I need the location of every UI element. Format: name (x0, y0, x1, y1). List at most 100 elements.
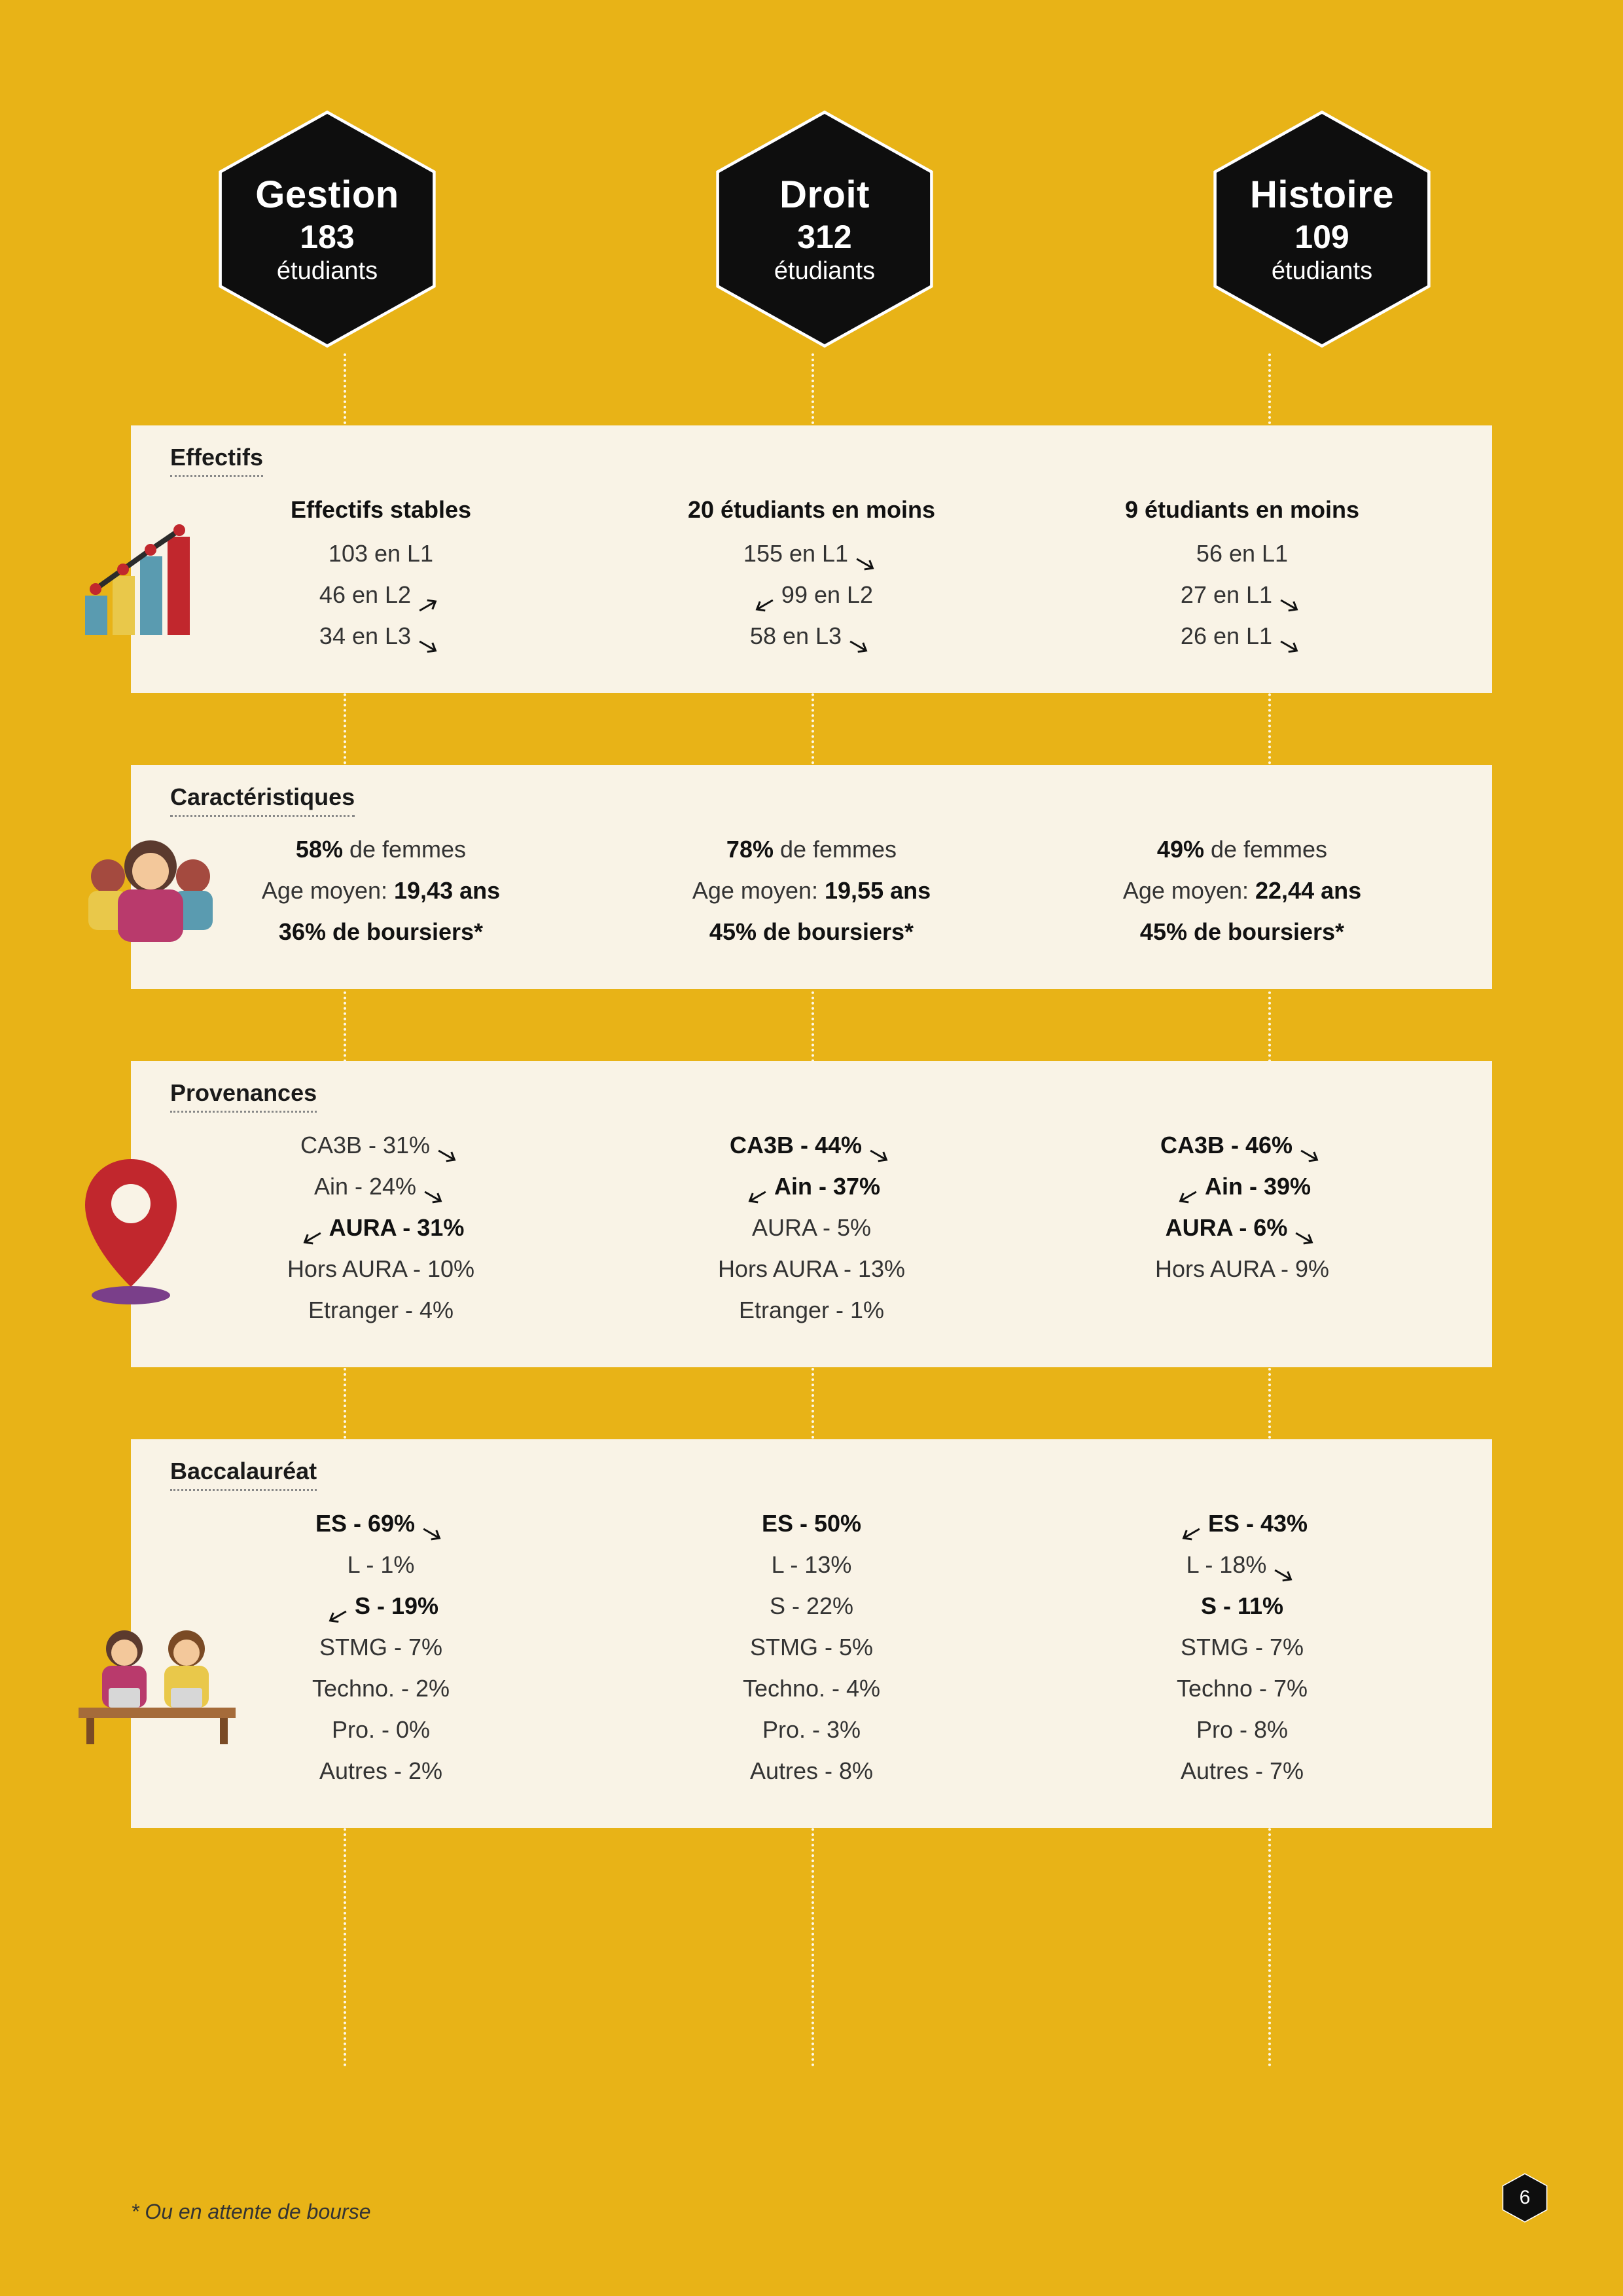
provenances-columns: CA3B - 31% Ain - 24% AURA - 31%Hors AURA… (170, 1124, 1453, 1331)
data-line: Etranger - 1% (627, 1289, 996, 1331)
data-column: 9 étudiants en moins56 en L127 en L1 26 … (1058, 489, 1427, 656)
data-line: 78% de femmes (627, 829, 996, 870)
arrow-icon (1296, 1137, 1324, 1157)
arrow-icon (1270, 1556, 1298, 1576)
panel-effectifs: Effectifs Effectifs stables103 en L146 e… (131, 425, 1492, 693)
data-line: Etranger - 4% (196, 1289, 565, 1331)
hex-number: 312 (774, 218, 875, 256)
arrow-icon (420, 1178, 448, 1198)
column-head: Effectifs stables (196, 489, 565, 530)
hex-histoire: Histoire 109 étudiants (1178, 105, 1466, 353)
bac-columns: ES - 69% L - 1% S - 19%STMG - 7%Techno. … (170, 1503, 1453, 1791)
data-line: STMG - 5% (627, 1626, 996, 1668)
data-line: Techno. - 4% (627, 1668, 996, 1709)
arrow-icon (743, 1178, 770, 1198)
location-pin-icon (72, 1153, 190, 1313)
page-number-badge: 6 (1499, 2172, 1551, 2224)
data-line: S - 22% (627, 1585, 996, 1626)
people-icon (72, 831, 229, 952)
data-line: Autres - 2% (196, 1750, 565, 1791)
footnote: * Ou en attente de bourse (131, 2200, 370, 2224)
data-line: 99 en L2 (627, 574, 996, 615)
hex-number: 183 (255, 218, 399, 256)
data-column: CA3B - 31% Ain - 24% AURA - 31%Hors AURA… (196, 1124, 565, 1331)
data-line: Techno - 7% (1058, 1668, 1427, 1709)
data-line: CA3B - 46% (1058, 1124, 1427, 1166)
arrow-icon (419, 1515, 446, 1535)
arrow-icon (750, 586, 777, 606)
data-column: ES - 43%L - 18% S - 11%STMG - 7%Techno -… (1058, 1503, 1427, 1791)
panel-baccalaureat: Baccalauréat ES - 69% L - 1% S - 19%STMG… (131, 1439, 1492, 1828)
data-line: ES - 50% (627, 1503, 996, 1544)
column-head: 9 étudiants en moins (1058, 489, 1427, 530)
data-line: 58 en L3 (627, 615, 996, 656)
data-column: Effectifs stables103 en L146 en L2 34 en… (196, 489, 565, 656)
hex-number: 109 (1250, 218, 1394, 256)
data-line: S - 19% (196, 1585, 565, 1626)
column-head: 20 étudiants en moins (627, 489, 996, 530)
arrow-icon (1173, 1178, 1201, 1198)
data-column: CA3B - 46% Ain - 39%AURA - 6% Hors AURA … (1058, 1124, 1427, 1331)
arrow-icon (1291, 1219, 1319, 1239)
hex-sub: étudiants (774, 257, 875, 285)
hex-title: Gestion (255, 173, 399, 217)
data-line: 56 en L1 (1058, 533, 1427, 574)
data-line: Hors AURA - 9% (1058, 1248, 1427, 1289)
data-line: 58% de femmes (196, 829, 565, 870)
data-line: Ain - 39% (1058, 1166, 1427, 1207)
arrow-icon (415, 586, 442, 606)
hex-sub: étudiants (255, 257, 399, 285)
caracteristiques-columns: 58% de femmesAge moyen: 19,43 ans36% de … (170, 829, 1453, 952)
page-number: 6 (1499, 2172, 1551, 2224)
section-title: Provenances (170, 1079, 317, 1113)
data-column: 78% de femmesAge moyen: 19,55 ans45% de … (627, 829, 996, 952)
data-line: ES - 69% (196, 1503, 565, 1544)
data-line: Pro - 8% (1058, 1709, 1427, 1750)
data-line: 34 en L3 (196, 615, 565, 656)
panel-provenances: Provenances CA3B - 31% Ain - 24% AURA - … (131, 1061, 1492, 1367)
section-title: Effectifs (170, 444, 263, 477)
data-line: STMG - 7% (1058, 1626, 1427, 1668)
data-line: 49% de femmes (1058, 829, 1427, 870)
arrow-icon (866, 1137, 893, 1157)
data-column: ES - 50%L - 13%S - 22%STMG - 5%Techno. -… (627, 1503, 996, 1791)
data-column: 49% de femmesAge moyen: 22,44 ans45% de … (1058, 829, 1427, 952)
arrow-icon (852, 545, 880, 565)
data-line: 103 en L1 (196, 533, 565, 574)
hex-title: Droit (774, 173, 875, 217)
data-line: Autres - 8% (627, 1750, 996, 1791)
data-line: Age moyen: 19,55 ans (627, 870, 996, 911)
hex-gestion: Gestion 183 étudiants (183, 105, 471, 353)
arrow-icon (846, 628, 873, 647)
data-line: CA3B - 44% (627, 1124, 996, 1166)
data-line: AURA - 6% (1058, 1207, 1427, 1248)
data-column: 58% de femmesAge moyen: 19,43 ans36% de … (196, 829, 565, 952)
data-line: 27 en L1 (1058, 574, 1427, 615)
arrow-icon (323, 1598, 351, 1617)
arrow-icon (1276, 586, 1304, 606)
data-column: CA3B - 44% Ain - 37%AURA - 5%Hors AURA -… (627, 1124, 996, 1331)
data-line: Ain - 24% (196, 1166, 565, 1207)
section-title: Caractéristiques (170, 783, 355, 817)
data-line: S - 11% (1058, 1585, 1427, 1626)
data-column: 20 étudiants en moins155 en L1 99 en L25… (627, 489, 996, 656)
data-line: AURA - 31% (196, 1207, 565, 1248)
panel-caracteristiques: Caractéristiques 58% de femmesAge moyen:… (131, 765, 1492, 989)
data-line: STMG - 7% (196, 1626, 565, 1668)
data-line: Age moyen: 19,43 ans (196, 870, 565, 911)
hex-droit: Droit 312 étudiants (681, 105, 969, 353)
effectifs-columns: Effectifs stables103 en L146 en L2 34 en… (170, 489, 1453, 656)
data-line: L - 13% (627, 1544, 996, 1585)
data-line: Ain - 37% (627, 1166, 996, 1207)
data-line: L - 18% (1058, 1544, 1427, 1585)
arrow-icon (1177, 1515, 1204, 1535)
data-line: Pro. - 0% (196, 1709, 565, 1750)
data-line: CA3B - 31% (196, 1124, 565, 1166)
data-line: 45% de boursiers* (627, 911, 996, 952)
students-desk-icon (72, 1609, 242, 1757)
data-line: L - 1% (196, 1544, 565, 1585)
data-line: Hors AURA - 10% (196, 1248, 565, 1289)
data-line: ES - 43% (1058, 1503, 1427, 1544)
data-line: 155 en L1 (627, 533, 996, 574)
hex-sub: étudiants (1250, 257, 1394, 285)
